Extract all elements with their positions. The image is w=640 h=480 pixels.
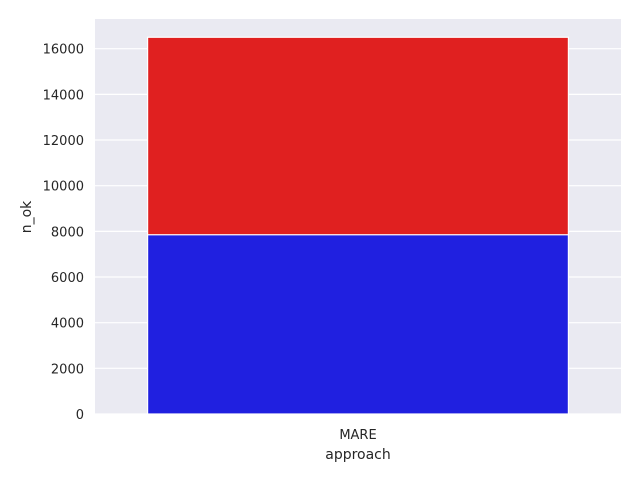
y-tick-label: 0 bbox=[76, 408, 84, 423]
y-tick-label: 12000 bbox=[43, 134, 84, 149]
y-tick-label: 8000 bbox=[51, 225, 84, 240]
y-axis-label: n_ok bbox=[19, 200, 35, 233]
y-tick-label: 16000 bbox=[43, 43, 84, 58]
bar-mare-series-2 bbox=[147, 234, 569, 415]
y-axis-ticks: 0 2000 4000 6000 8000 10000 12000 14000 16000 bbox=[43, 43, 84, 423]
x-tick-label: MARE bbox=[339, 428, 376, 443]
y-tick-label: 14000 bbox=[43, 88, 84, 103]
x-axis-label: approach bbox=[325, 447, 391, 463]
y-tick-label: 2000 bbox=[51, 362, 84, 377]
y-tick-label: 6000 bbox=[51, 271, 84, 286]
x-axis-ticks: MARE bbox=[339, 428, 376, 443]
y-tick-label: 4000 bbox=[51, 317, 84, 332]
bars bbox=[147, 36, 569, 415]
y-tick-label: 10000 bbox=[43, 180, 84, 195]
